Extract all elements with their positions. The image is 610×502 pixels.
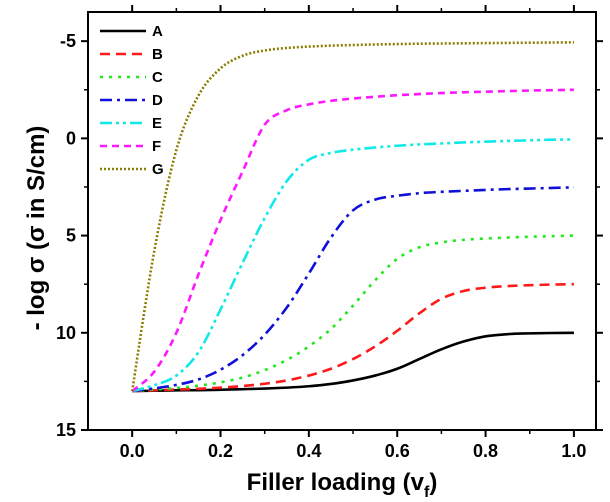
x-tick-label: 0.8 [473,441,498,461]
legend-label-f: F [152,138,161,155]
series-line-f [131,88,574,393]
legend-label-b: B [152,46,163,63]
x-tick-label: 0.0 [120,441,145,461]
series-line-e [131,138,574,393]
plot-area [87,11,597,431]
y-tick-label: 10 [56,323,76,343]
series-line-b [132,282,574,393]
series-line-c [132,234,574,393]
legend-label-g: G [152,161,164,178]
legend-label-a: A [152,23,163,40]
series-line-g [130,41,574,392]
x-tick-label: 0.4 [296,441,321,461]
legend-label-d: D [152,92,163,109]
axis-ticks [81,5,603,437]
tick-labels: 0.0 0.2 0.4 0.6 0.8 1.0 -5 0 5 10 15 [56,31,586,461]
x-tick-label: 0.6 [385,441,410,461]
x-tick-label: 0.2 [208,441,233,461]
series-line-a [132,331,574,393]
legend-label-c: C [152,69,163,86]
y-tick-label: 5 [66,226,76,246]
x-tick-label: 1.0 [561,441,586,461]
legend-label-e: E [152,115,162,132]
plot-frame [87,11,597,431]
y-tick-label: -5 [60,31,76,51]
series-line-d [132,186,574,393]
y-tick-label: 0 [66,128,76,148]
x-axis-title: Filler loading (vf) [247,469,438,501]
y-axis-title: - log σ (σ in S/cm) [23,126,50,331]
series-lines [130,41,574,393]
y-tick-label: 15 [56,420,76,440]
